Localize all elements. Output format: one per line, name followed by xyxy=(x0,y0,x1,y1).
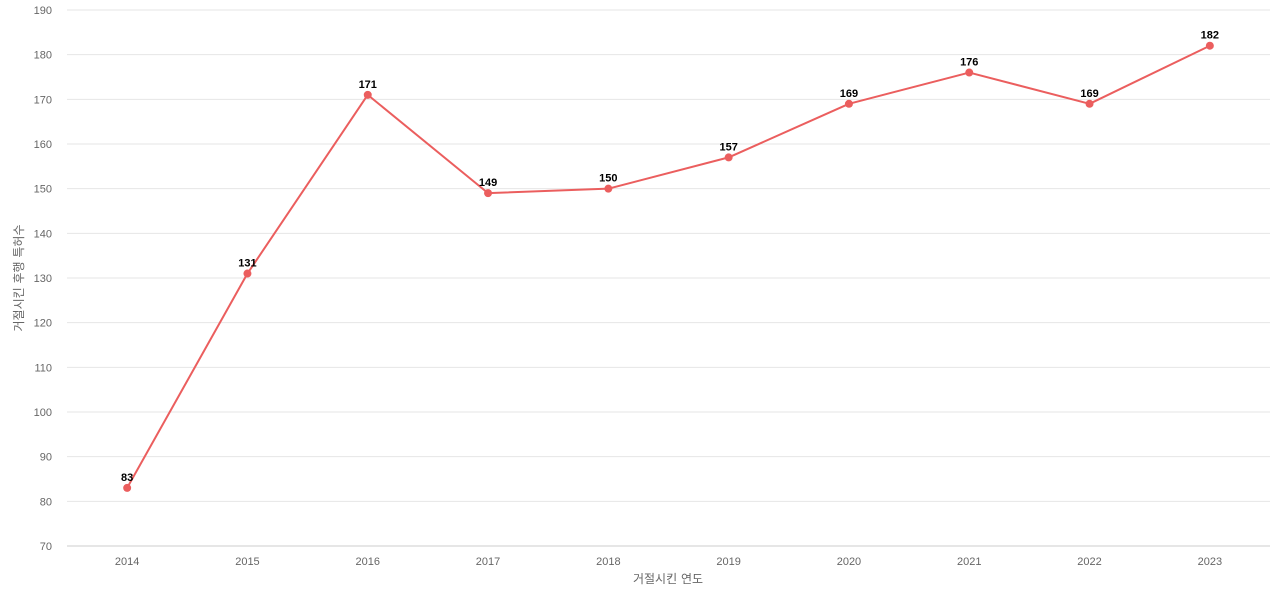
y-tick-label: 80 xyxy=(40,496,52,508)
x-axis-title: 거절시킨 연도 xyxy=(633,572,703,586)
x-tick-label: 2019 xyxy=(716,556,740,568)
data-point[interactable] xyxy=(1085,99,1094,108)
data-point[interactable] xyxy=(604,184,613,193)
y-axis-title: 거절시킨 후행 특허수 xyxy=(11,225,26,332)
y-tick-label: 90 xyxy=(40,452,52,464)
data-label: 131 xyxy=(238,258,256,270)
x-tick-label: 2021 xyxy=(957,556,981,568)
x-tick-label: 2023 xyxy=(1198,556,1222,568)
x-tick-label: 2018 xyxy=(596,556,620,568)
x-tick-label: 2016 xyxy=(356,556,380,568)
y-tick-label: 160 xyxy=(34,139,52,151)
data-point[interactable] xyxy=(1205,41,1214,50)
series-group xyxy=(123,41,1214,492)
x-tick-label: 2014 xyxy=(115,556,139,568)
data-label: 169 xyxy=(840,88,858,100)
x-tick-label: 2020 xyxy=(837,556,861,568)
data-point[interactable] xyxy=(363,90,372,99)
x-tick-label: 2017 xyxy=(476,556,500,568)
data-labels: 83 131 171 149 150 157 169 176 169 182 xyxy=(121,30,1219,484)
data-label: 171 xyxy=(359,79,377,91)
data-label: 83 xyxy=(121,472,133,484)
data-label: 150 xyxy=(599,173,617,185)
y-tick-label: 150 xyxy=(34,184,52,196)
series-line xyxy=(126,44,1211,489)
y-tick-label: 100 xyxy=(34,407,52,419)
y-tick-label: 140 xyxy=(34,228,52,240)
data-point[interactable] xyxy=(484,189,493,198)
y-axis-ticks: 70 80 90 100 110 120 130 140 150 160 170 180 190 xyxy=(34,5,52,553)
x-axis-ticks: 2014 2015 2016 2017 2018 2019 2020 2021 2022 2023 xyxy=(115,556,1222,568)
y-tick-label: 180 xyxy=(34,50,52,62)
data-point[interactable] xyxy=(844,99,853,108)
x-tick-label: 2022 xyxy=(1077,556,1101,568)
y-tick-label: 170 xyxy=(34,94,52,106)
data-label: 182 xyxy=(1201,30,1219,42)
data-label: 157 xyxy=(719,141,737,153)
data-label: 169 xyxy=(1080,88,1098,100)
x-tick-label: 2015 xyxy=(235,556,259,568)
y-tick-label: 70 xyxy=(40,541,52,553)
data-label: 149 xyxy=(479,177,497,189)
data-point[interactable] xyxy=(243,269,252,278)
y-tick-label: 110 xyxy=(34,362,52,374)
y-tick-label: 190 xyxy=(34,5,52,17)
grid-lines xyxy=(67,9,1270,547)
data-label: 176 xyxy=(960,57,978,69)
data-point[interactable] xyxy=(965,68,974,77)
y-tick-label: 130 xyxy=(34,273,52,285)
data-point[interactable] xyxy=(724,153,733,162)
data-point[interactable] xyxy=(123,483,132,492)
y-tick-label: 120 xyxy=(34,318,52,330)
